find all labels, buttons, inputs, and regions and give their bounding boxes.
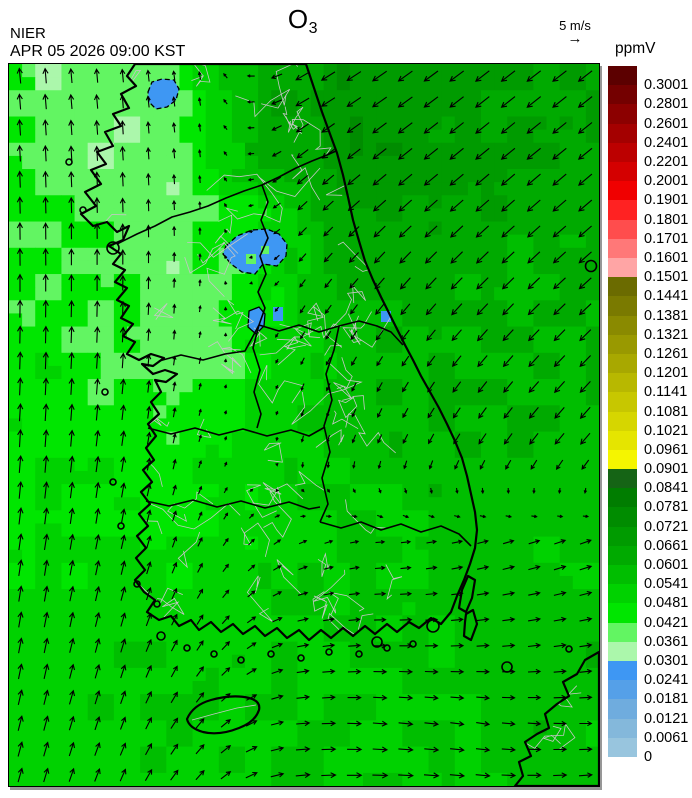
colorbar-tick-label: 0.0721 [644, 518, 689, 535]
colorbar-segment [608, 373, 637, 393]
colorbar-segment [608, 661, 637, 681]
colorbar-tick-label: 0.0781 [644, 499, 689, 516]
colorbar-segment [608, 507, 637, 528]
colorbar-segment [608, 622, 637, 643]
colorbar-tick-label: 0.1801 [644, 211, 689, 228]
colorbar-segment [608, 181, 637, 201]
colorbar-tick-label: 0.0241 [644, 672, 689, 689]
colorbar-tick-label: 0.0601 [644, 557, 689, 574]
colorbar-tick-label: 0.1261 [644, 345, 689, 362]
colorbar-segment [608, 66, 637, 86]
colorbar-segment [608, 680, 637, 700]
colorbar-tick-label: 0.1141 [644, 384, 688, 401]
colorbar-segment [608, 449, 637, 470]
colorbar-tick-label: 0.0481 [644, 595, 689, 612]
colorbar-tick-label: 0.0901 [644, 461, 689, 478]
colorbar-tick-label: 0.1901 [644, 192, 689, 209]
colorbar-tick-label: 0.2201 [644, 153, 689, 170]
colorbar-tick-label: 0.1601 [644, 249, 689, 266]
colorbar-segment [608, 296, 637, 317]
colorbar-tick-label: 0.1321 [644, 326, 689, 343]
colorbar-segment [608, 334, 637, 355]
colorbar-tick-label: 0.2601 [644, 115, 689, 132]
colorbar-tick-label: 0.0421 [644, 614, 689, 631]
wind-scale-arrow-icon: → [567, 30, 583, 47]
colorbar-tick-label: 0.3001 [644, 77, 689, 94]
colorbar-tick-label: 0.1501 [644, 269, 689, 286]
colorbar-segment [608, 257, 637, 278]
colorbar-segment [608, 737, 637, 758]
wind-scale-label: 5 m/s [559, 18, 591, 33]
colorbar-tick-label: 0.0361 [644, 633, 689, 650]
colorbar-segment [608, 584, 637, 604]
coastline-layer [65, 64, 599, 786]
colorbar-tick-label: 0.0541 [644, 576, 689, 593]
page-title: O3 [248, 4, 358, 38]
province-boundaries-layer [116, 150, 472, 547]
colorbar-tick-label: 0.1701 [644, 230, 689, 247]
colorbar-segment [608, 104, 637, 125]
colorbar-segment [608, 392, 637, 412]
colorbar [608, 66, 637, 758]
colorbar-segment [608, 277, 637, 297]
colorbar-segment [608, 718, 637, 739]
colorbar-segment [608, 699, 637, 720]
colorbar-tick-label: 0.2801 [644, 96, 689, 113]
colorbar-segment [608, 142, 637, 163]
colorbar-segment [608, 545, 637, 566]
colorbar-tick-label: 0.0061 [644, 729, 689, 746]
colorbar-tick-label: 0.0961 [644, 441, 689, 458]
colorbar-tick-label: 0.0841 [644, 480, 689, 497]
colorbar-tick-label: 0.2001 [644, 173, 689, 190]
colorbar-segment [608, 161, 637, 182]
colorbar-segment [608, 411, 637, 432]
colorbar-tick-label: 0.1441 [644, 288, 689, 305]
asan-bay-low-ozone-cell [273, 307, 283, 321]
colorbar-segment [608, 430, 637, 451]
colorbar-tick-label: 0.0661 [644, 537, 689, 554]
colorbar-segment [608, 219, 637, 240]
colorbar-tick-label: 0.2401 [644, 134, 689, 151]
colorbar-segment [608, 526, 637, 547]
colorbar-tick-label: 0.0121 [644, 710, 689, 727]
colorbar-segment [608, 565, 637, 585]
colorbar-tick-label: 0.0181 [644, 691, 689, 708]
colorbar-tick-label: 0.1021 [644, 422, 689, 439]
ozone-map-svg [9, 64, 599, 786]
colorbar-tick-label: 0.0301 [644, 653, 689, 670]
colorbar-segment [608, 315, 637, 336]
low-ozone-patches-layer [147, 78, 391, 335]
colorbar-segment [608, 641, 637, 662]
colorbar-tick-label: 0.1081 [644, 403, 689, 420]
kaesong-low-ozone-patch [147, 78, 180, 110]
seoul-low-ozone-patch [222, 228, 288, 275]
colorbar-segment [608, 200, 637, 221]
colorbar-tick-label: 0.1381 [644, 307, 689, 324]
colorbar-segment [608, 469, 637, 489]
colorbar-segment [608, 238, 637, 259]
colorbar-segment [608, 488, 637, 508]
colorbar-unit-label: ppmV [615, 40, 656, 57]
colorbar-tick-label: 0.1201 [644, 365, 689, 382]
map-canvas [8, 63, 600, 787]
datetime-label: APR 05 2026 09:00 KST [10, 43, 186, 60]
colorbar-segment [608, 603, 637, 624]
ozone-field-layer [9, 64, 599, 786]
seoul-interior-cell-1 [246, 254, 256, 264]
source-label: NIER [10, 25, 46, 42]
colorbar-segment [608, 353, 637, 374]
colorbar-segment [608, 85, 637, 105]
colorbar-segment [608, 123, 637, 144]
wind-scale-legend: 5 m/s → [548, 18, 602, 47]
wind-arrows-layer [16, 67, 593, 783]
species-label: O [287, 4, 309, 34]
colorbar-tick-label: 0 [644, 749, 653, 765]
species-subscript: 3 [308, 20, 319, 37]
